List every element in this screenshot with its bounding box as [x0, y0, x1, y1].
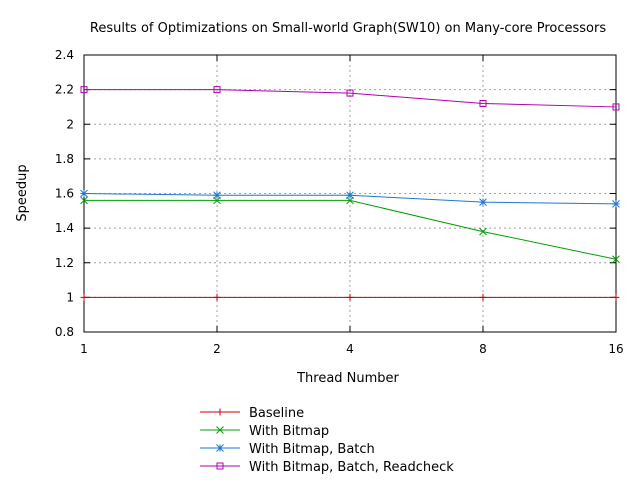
legend-entry: With Bitmap, Batch, Readcheck: [200, 460, 454, 475]
x-tick-label: 1: [80, 342, 88, 356]
x-axis-title: Thread Number: [296, 371, 399, 386]
series-line: [84, 89, 617, 108]
y-axis-title: Speedup: [15, 164, 30, 221]
legend-marker: [216, 444, 224, 452]
legend-marker: [216, 426, 224, 434]
legend-entry: With Bitmap: [200, 424, 329, 439]
data-point: [479, 293, 487, 301]
data-point: [213, 293, 221, 301]
data-point: [80, 86, 88, 94]
data-point: [612, 293, 620, 301]
data-point: [346, 293, 354, 301]
legend-label: With Bitmap, Batch, Readcheck: [249, 460, 454, 475]
legend-label: With Bitmap, Batch: [249, 442, 375, 457]
data-point: [213, 191, 221, 200]
legend-marker: [216, 408, 224, 416]
legend-marker: [216, 462, 224, 470]
y-tick-label: 2.2: [55, 83, 74, 97]
y-tick-label: 1.8: [55, 152, 74, 166]
data-point: [80, 189, 88, 198]
y-tick-label: 2.4: [55, 48, 74, 62]
x-tick-label: 16: [608, 342, 623, 356]
data-point: [80, 196, 88, 205]
series-with-bitmap-batch-readcheck: [80, 86, 620, 111]
legend-label: With Bitmap: [249, 424, 329, 439]
y-tick-label: 2: [66, 117, 74, 131]
data-point: [346, 89, 354, 97]
data-point: [612, 103, 620, 111]
x-tick-label: 8: [479, 342, 487, 356]
data-point: [80, 293, 88, 301]
legend-entry: Baseline: [200, 406, 304, 421]
series-baseline: [80, 293, 620, 301]
data-point: [479, 198, 487, 207]
axis-ticks: 0.8 1 1.2 1.4 1.6 1.8 2 2.2 2.4 1 2 4 8 16: [55, 48, 624, 356]
chart-title: Results of Optimizations on Small-world …: [90, 21, 606, 36]
y-tick-label: 1: [66, 290, 74, 304]
data-point: [612, 200, 620, 208]
series-with-bitmap-batch: [80, 189, 620, 208]
data-point: [213, 86, 221, 94]
y-tick-label: 1.4: [55, 221, 74, 235]
legend-label: Baseline: [249, 406, 304, 421]
data-point: [346, 191, 354, 200]
series-lines: [80, 86, 620, 301]
data-point: [479, 227, 487, 236]
x-tick-label: 4: [346, 342, 354, 356]
data-point: [479, 99, 487, 107]
legend-entry: With Bitmap, Batch: [200, 442, 375, 457]
y-tick-label: 1.6: [55, 187, 74, 201]
y-tick-label: 1.2: [55, 256, 74, 270]
x-tick-label: 2: [213, 342, 221, 356]
y-tick-label: 0.8: [55, 325, 74, 339]
data-point: [612, 255, 620, 264]
legend: Baseline With Bitmap With Bitmap, Batch Wit…: [200, 406, 454, 475]
